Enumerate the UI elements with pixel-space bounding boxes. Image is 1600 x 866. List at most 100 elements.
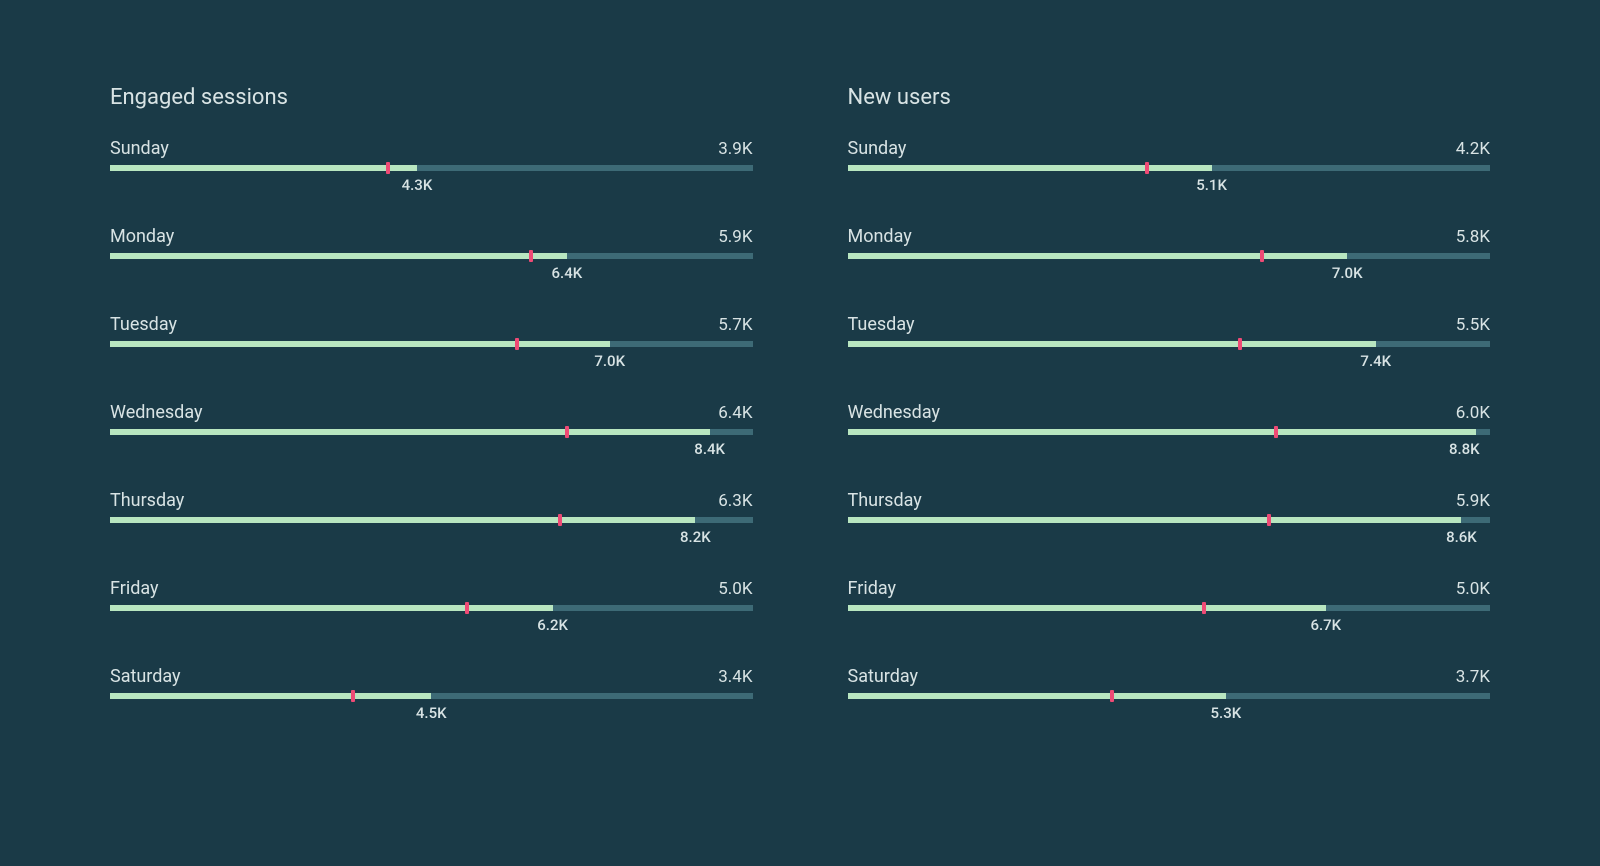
bar-track bbox=[848, 165, 1491, 171]
secondary-value: 6.2K bbox=[537, 616, 568, 634]
bar-row-header: Wednesday 6.4K bbox=[110, 402, 753, 423]
bar-fill bbox=[110, 693, 431, 699]
day-label: Sunday bbox=[848, 138, 907, 159]
bar-row: Saturday 3.4K 4.5K bbox=[110, 666, 753, 722]
bar-row-header: Monday 5.9K bbox=[110, 226, 753, 247]
secondary-value: 7.0K bbox=[1332, 264, 1363, 282]
bar-fill bbox=[110, 341, 610, 347]
bar-track bbox=[848, 341, 1491, 347]
bar-marker bbox=[386, 162, 390, 174]
panel-title: New users bbox=[848, 85, 1491, 110]
secondary-value-wrap: 4.3K bbox=[110, 176, 753, 194]
day-label: Friday bbox=[110, 578, 159, 599]
secondary-value: 8.8K bbox=[1449, 440, 1480, 458]
bar-marker bbox=[565, 426, 569, 438]
bar-marker bbox=[515, 338, 519, 350]
bar-row: Friday 5.0K 6.2K bbox=[110, 578, 753, 634]
bar-fill bbox=[848, 693, 1226, 699]
bar-row: Saturday 3.7K 5.3K bbox=[848, 666, 1491, 722]
secondary-value: 8.2K bbox=[680, 528, 711, 546]
primary-value: 3.7K bbox=[1456, 667, 1490, 687]
primary-value: 6.0K bbox=[1456, 403, 1490, 423]
bar-marker bbox=[351, 690, 355, 702]
secondary-value-wrap: 5.1K bbox=[848, 176, 1491, 194]
secondary-value-wrap: 7.4K bbox=[848, 352, 1491, 370]
bar-track bbox=[110, 517, 753, 523]
panel-new-users: New users Sunday 4.2K 5.1K Monday 5.8K bbox=[848, 85, 1491, 754]
bar-marker bbox=[558, 514, 562, 526]
day-label: Sunday bbox=[110, 138, 169, 159]
panel-title: Engaged sessions bbox=[110, 85, 753, 110]
day-label: Wednesday bbox=[848, 402, 941, 423]
bar-fill bbox=[848, 517, 1462, 523]
bar-row: Sunday 4.2K 5.1K bbox=[848, 138, 1491, 194]
bar-row-header: Sunday 4.2K bbox=[848, 138, 1491, 159]
bar-row: Wednesday 6.4K 8.4K bbox=[110, 402, 753, 458]
bar-fill bbox=[848, 429, 1476, 435]
bar-track bbox=[848, 253, 1491, 259]
bar-track bbox=[848, 429, 1491, 435]
bar-row: Monday 5.9K 6.4K bbox=[110, 226, 753, 282]
bar-track bbox=[110, 165, 753, 171]
bar-row: Monday 5.8K 7.0K bbox=[848, 226, 1491, 282]
bar-marker bbox=[1145, 162, 1149, 174]
secondary-value-wrap: 6.7K bbox=[848, 616, 1491, 634]
primary-value: 6.4K bbox=[718, 403, 752, 423]
primary-value: 5.7K bbox=[718, 315, 752, 335]
bar-track bbox=[848, 693, 1491, 699]
bar-row-header: Friday 5.0K bbox=[848, 578, 1491, 599]
bar-marker bbox=[1238, 338, 1242, 350]
day-label: Saturday bbox=[848, 666, 919, 687]
secondary-value: 7.0K bbox=[594, 352, 625, 370]
bar-marker bbox=[1110, 690, 1114, 702]
panels-container: Engaged sessions Sunday 3.9K 4.3K Monday… bbox=[110, 85, 1490, 754]
primary-value: 5.8K bbox=[1456, 227, 1490, 247]
bar-fill bbox=[110, 517, 695, 523]
bar-fill bbox=[848, 341, 1376, 347]
bar-row: Wednesday 6.0K 8.8K bbox=[848, 402, 1491, 458]
day-label: Saturday bbox=[110, 666, 181, 687]
bar-track bbox=[110, 253, 753, 259]
secondary-value-wrap: 8.4K bbox=[110, 440, 753, 458]
day-label: Thursday bbox=[848, 490, 922, 511]
secondary-value-wrap: 5.3K bbox=[848, 704, 1491, 722]
secondary-value: 6.4K bbox=[552, 264, 583, 282]
bar-row: Thursday 5.9K 8.6K bbox=[848, 490, 1491, 546]
bar-track bbox=[110, 341, 753, 347]
primary-value: 6.3K bbox=[718, 491, 752, 511]
bar-row-header: Saturday 3.4K bbox=[110, 666, 753, 687]
bar-track bbox=[110, 429, 753, 435]
primary-value: 5.9K bbox=[718, 227, 752, 247]
day-label: Friday bbox=[848, 578, 897, 599]
bar-row-header: Monday 5.8K bbox=[848, 226, 1491, 247]
bar-row: Tuesday 5.7K 7.0K bbox=[110, 314, 753, 370]
primary-value: 5.0K bbox=[1456, 579, 1490, 599]
day-label: Wednesday bbox=[110, 402, 203, 423]
bar-marker bbox=[465, 602, 469, 614]
secondary-value: 8.4K bbox=[694, 440, 725, 458]
bar-row-header: Sunday 3.9K bbox=[110, 138, 753, 159]
bar-row: Friday 5.0K 6.7K bbox=[848, 578, 1491, 634]
secondary-value: 5.3K bbox=[1211, 704, 1242, 722]
bar-row-header: Tuesday 5.7K bbox=[110, 314, 753, 335]
bar-marker bbox=[529, 250, 533, 262]
secondary-value-wrap: 8.6K bbox=[848, 528, 1491, 546]
secondary-value: 5.1K bbox=[1196, 176, 1227, 194]
bar-marker bbox=[1260, 250, 1264, 262]
bar-row-header: Tuesday 5.5K bbox=[848, 314, 1491, 335]
secondary-value-wrap: 7.0K bbox=[110, 352, 753, 370]
primary-value: 3.9K bbox=[718, 139, 752, 159]
bar-fill bbox=[110, 165, 417, 171]
secondary-value-wrap: 4.5K bbox=[110, 704, 753, 722]
primary-value: 3.4K bbox=[718, 667, 752, 687]
bar-fill bbox=[110, 605, 553, 611]
primary-value: 5.5K bbox=[1456, 315, 1490, 335]
bar-marker bbox=[1202, 602, 1206, 614]
secondary-value: 8.6K bbox=[1446, 528, 1477, 546]
bar-track bbox=[110, 693, 753, 699]
bar-row: Thursday 6.3K 8.2K bbox=[110, 490, 753, 546]
day-label: Monday bbox=[848, 226, 912, 247]
bar-fill bbox=[848, 605, 1326, 611]
day-label: Tuesday bbox=[110, 314, 177, 335]
secondary-value-wrap: 6.2K bbox=[110, 616, 753, 634]
